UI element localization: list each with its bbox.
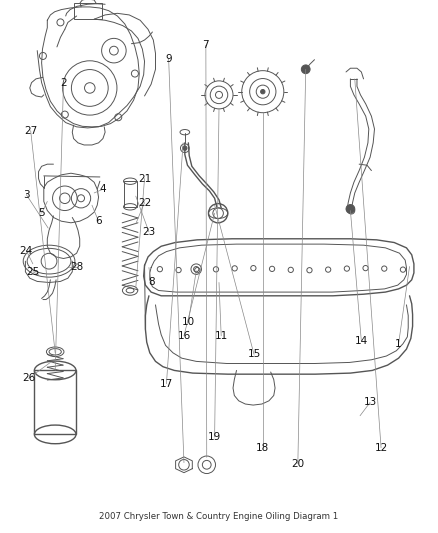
Text: 6: 6: [95, 216, 102, 226]
Text: 19: 19: [208, 432, 221, 442]
Text: 17: 17: [160, 379, 173, 389]
Text: 2: 2: [60, 78, 67, 87]
Text: 28: 28: [70, 262, 83, 271]
Text: 7: 7: [202, 41, 209, 50]
Bar: [34, 370, 76, 434]
Text: 18: 18: [256, 443, 269, 453]
Bar: [74, 3, 102, 19]
Text: 24: 24: [20, 246, 33, 255]
Circle shape: [346, 205, 355, 213]
Text: 12: 12: [374, 443, 388, 453]
Text: 25: 25: [26, 267, 39, 277]
Text: 22: 22: [138, 198, 151, 207]
Text: 5: 5: [38, 208, 45, 218]
Bar: [124, 181, 137, 207]
Text: 14: 14: [355, 336, 368, 346]
Circle shape: [261, 90, 265, 94]
Text: 11: 11: [215, 331, 228, 341]
Text: 4: 4: [99, 184, 106, 194]
Text: 3: 3: [23, 190, 30, 199]
Text: 23: 23: [142, 227, 155, 237]
Text: 9: 9: [165, 54, 172, 63]
Text: 15: 15: [247, 350, 261, 359]
Circle shape: [183, 146, 187, 150]
Text: 20: 20: [291, 459, 304, 469]
Text: 27: 27: [24, 126, 37, 135]
Text: 1: 1: [395, 339, 402, 349]
Text: 2007 Chrysler Town & Country Engine Oiling Diagram 1: 2007 Chrysler Town & Country Engine Oili…: [99, 512, 339, 521]
Text: 13: 13: [364, 398, 377, 407]
Text: 21: 21: [138, 174, 151, 183]
Text: 16: 16: [177, 331, 191, 341]
Text: 8: 8: [148, 278, 155, 287]
Text: 10: 10: [182, 318, 195, 327]
Text: 26: 26: [22, 374, 35, 383]
Circle shape: [301, 65, 310, 74]
